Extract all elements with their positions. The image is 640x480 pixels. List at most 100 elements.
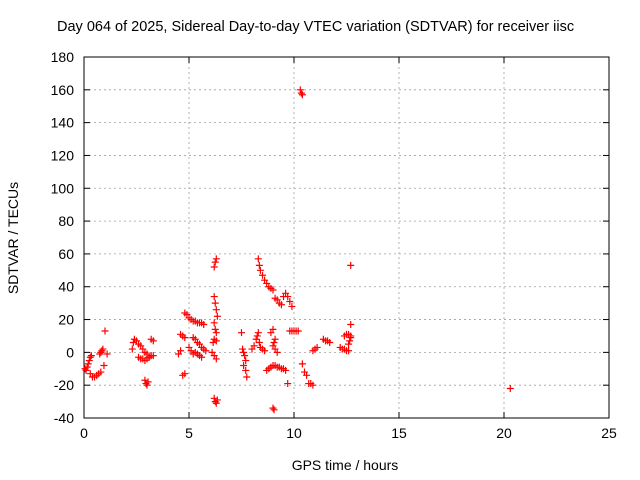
data-point bbox=[298, 91, 306, 99]
data-point bbox=[506, 384, 514, 392]
x-tick-label: 15 bbox=[391, 425, 407, 441]
data-point bbox=[250, 342, 258, 350]
data-point bbox=[177, 347, 185, 355]
data-point bbox=[211, 325, 219, 333]
x-tick-label: 25 bbox=[601, 425, 617, 441]
data-point bbox=[298, 360, 306, 368]
data-point bbox=[297, 89, 305, 97]
data-point bbox=[210, 394, 218, 402]
data-point bbox=[288, 302, 296, 310]
data-point bbox=[189, 350, 197, 358]
data-point bbox=[345, 347, 353, 355]
data-point bbox=[326, 339, 334, 347]
data-point bbox=[240, 361, 248, 369]
data-point bbox=[261, 347, 269, 355]
data-point bbox=[241, 352, 249, 360]
plot-frame bbox=[83, 56, 610, 419]
data-point bbox=[85, 357, 93, 365]
x-tick-label: 10 bbox=[286, 425, 302, 441]
data-point bbox=[269, 404, 277, 412]
data-point bbox=[254, 255, 262, 263]
data-point bbox=[209, 339, 217, 347]
data-point bbox=[253, 332, 261, 340]
data-point bbox=[84, 360, 92, 368]
x-tick-label: 5 bbox=[185, 425, 193, 441]
data-point bbox=[97, 368, 105, 376]
data-point bbox=[210, 319, 218, 327]
data-point bbox=[210, 263, 218, 271]
data-point bbox=[309, 381, 317, 389]
data-point bbox=[198, 353, 206, 361]
data-point bbox=[255, 339, 263, 347]
data-point bbox=[144, 378, 152, 386]
y-tick-label: 80 bbox=[58, 213, 74, 229]
data-point bbox=[181, 334, 189, 342]
data-point bbox=[294, 327, 302, 335]
data-point bbox=[277, 301, 285, 309]
data-point bbox=[347, 320, 355, 328]
data-point bbox=[212, 329, 220, 337]
data-point bbox=[254, 329, 262, 337]
y-axis-ticks: -40 -20 0 20 40 60 80 100 120 140 160 180 bbox=[51, 49, 609, 426]
x-tick-label: 0 bbox=[80, 425, 88, 441]
data-point bbox=[271, 335, 279, 343]
data-point bbox=[202, 347, 210, 355]
data-point bbox=[213, 396, 221, 404]
data-point bbox=[284, 293, 292, 301]
data-point bbox=[239, 345, 247, 353]
data-point bbox=[212, 306, 220, 314]
data-point bbox=[313, 343, 321, 351]
data-point bbox=[259, 271, 266, 279]
data-point bbox=[346, 337, 354, 345]
data-point bbox=[100, 361, 108, 369]
data-point bbox=[211, 299, 219, 307]
data-point bbox=[256, 266, 264, 274]
data-point bbox=[200, 320, 208, 328]
data-point bbox=[101, 327, 109, 335]
y-tick-label: 60 bbox=[58, 246, 74, 262]
grid-lines bbox=[84, 57, 609, 418]
data-point bbox=[284, 380, 292, 388]
data-point bbox=[303, 371, 311, 379]
data-point bbox=[240, 348, 248, 356]
y-tick-label: 180 bbox=[51, 49, 75, 65]
y-tick-label: 20 bbox=[58, 312, 74, 328]
x-axis-ticks: 0 5 10 15 20 25 bbox=[80, 57, 617, 441]
data-point bbox=[103, 350, 111, 358]
data-point bbox=[213, 312, 221, 320]
y-tick-label: 160 bbox=[51, 82, 75, 98]
y-tick-label: 120 bbox=[51, 147, 75, 163]
data-point bbox=[282, 366, 290, 374]
y-tick-label: 140 bbox=[51, 115, 75, 131]
x-tick-label: 20 bbox=[496, 425, 512, 441]
y-tick-label: 0 bbox=[66, 344, 74, 360]
data-point bbox=[243, 373, 251, 381]
data-point bbox=[269, 286, 277, 294]
data-point bbox=[347, 334, 355, 342]
data-point bbox=[270, 406, 278, 414]
data-point bbox=[86, 353, 94, 361]
data-point bbox=[242, 366, 250, 374]
y-axis-label: SDTVAR / TECUs bbox=[5, 182, 21, 294]
data-point bbox=[212, 255, 220, 263]
data-point bbox=[181, 370, 189, 378]
data-point bbox=[129, 339, 137, 347]
data-point bbox=[82, 366, 90, 374]
data-point bbox=[242, 357, 250, 365]
data-point bbox=[87, 352, 95, 360]
data-point bbox=[149, 337, 157, 345]
y-tick-label: 40 bbox=[58, 279, 74, 295]
x-axis-label: GPS time / hours bbox=[292, 457, 399, 473]
data-point bbox=[270, 339, 278, 347]
y-tick-label: -40 bbox=[54, 410, 74, 426]
data-point bbox=[296, 86, 304, 94]
data-point bbox=[269, 325, 277, 333]
data-point bbox=[212, 399, 220, 407]
data-point bbox=[212, 337, 220, 345]
data-point bbox=[98, 347, 106, 355]
y-tick-label: 100 bbox=[51, 180, 75, 196]
data-point bbox=[99, 345, 107, 353]
y-tick-label: -20 bbox=[54, 377, 74, 393]
data-point bbox=[149, 352, 157, 360]
